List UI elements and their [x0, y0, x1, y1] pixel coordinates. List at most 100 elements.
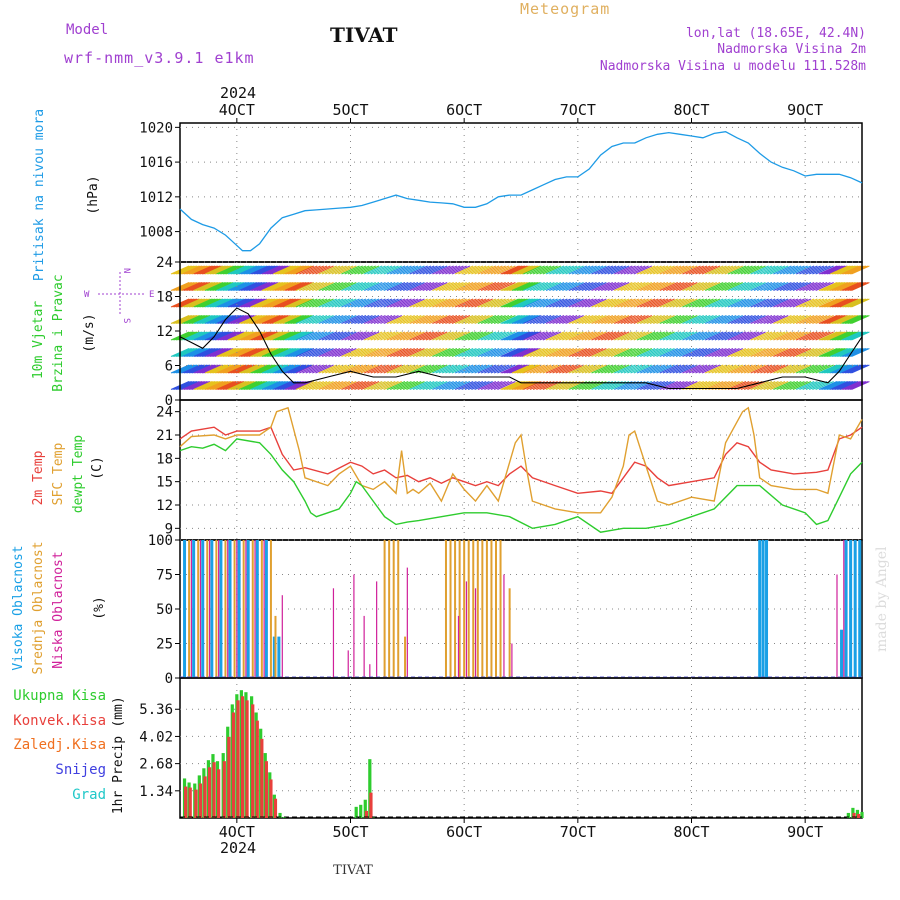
- low-cloud-bar: [347, 650, 349, 678]
- wind-barb: [795, 298, 815, 308]
- wind-barb: [287, 265, 307, 275]
- wind-barb: [487, 381, 506, 390]
- wind-barb: [214, 282, 234, 291]
- wind-barb: [662, 315, 682, 324]
- wind-barb: [695, 282, 714, 291]
- wind-barb: [195, 282, 214, 291]
- wind-barb: [695, 348, 714, 357]
- cloud-ytick-label: 0: [165, 671, 173, 687]
- wind-barb: [594, 364, 614, 374]
- wind-barb: [448, 298, 467, 308]
- wind-barb: [516, 364, 536, 374]
- wind-barb: [243, 364, 263, 374]
- wind-barb: [490, 315, 510, 324]
- conv-precip-bar: [207, 767, 212, 818]
- wind-barb: [268, 265, 287, 275]
- wind-barb: [253, 265, 273, 275]
- wind-barb: [174, 315, 193, 324]
- wind-barb: [264, 364, 284, 374]
- wind-barb: [826, 381, 846, 390]
- wind-barb: [269, 298, 289, 308]
- wind-barb: [282, 298, 302, 308]
- wind-barb: [458, 265, 477, 275]
- wind-barb: [390, 315, 409, 324]
- wind-barb: [505, 348, 524, 357]
- wind-barb: [206, 265, 225, 275]
- wind-barb: [718, 348, 737, 357]
- wind-barb: [315, 331, 334, 341]
- wind-barb: [253, 381, 273, 390]
- high-cloud-bar: [201, 540, 205, 678]
- wind-barb: [344, 282, 363, 291]
- wind-barb: [312, 364, 331, 374]
- wind-barb: [243, 315, 263, 324]
- wind-barb: [839, 282, 859, 291]
- wind-barb: [209, 265, 229, 275]
- wind-barb: [274, 331, 294, 341]
- wind-barb: [753, 265, 773, 275]
- wind-barb: [515, 331, 534, 341]
- low-cloud-bar: [843, 540, 845, 678]
- wind-barb: [273, 315, 292, 324]
- wind-barb: [773, 282, 792, 291]
- wind-barb: [305, 381, 324, 390]
- wind-barb: [377, 381, 396, 390]
- wind-barb: [666, 265, 685, 275]
- wind-barb: [789, 331, 808, 341]
- wind-barb: [542, 265, 562, 275]
- wind-barb: [331, 282, 350, 291]
- wind-barb: [799, 348, 818, 357]
- wind-barb: [360, 331, 380, 341]
- wind-barb: [351, 364, 370, 374]
- low-cloud-bar: [208, 540, 211, 678]
- wind-barb: [386, 381, 406, 390]
- wind-barb: [201, 348, 221, 357]
- wind-barb: [518, 265, 537, 275]
- wind-barb: [503, 331, 523, 341]
- wind-barb: [506, 348, 526, 357]
- wind-barb: [209, 381, 229, 390]
- wind-barb: [190, 331, 209, 341]
- wind-barb: [264, 381, 284, 390]
- conv-precip-bar: [273, 798, 278, 818]
- wind-barb: [318, 265, 337, 275]
- wind-barb: [480, 298, 500, 308]
- wind-barb: [399, 282, 419, 291]
- wind-barb: [432, 282, 451, 291]
- wind-barb: [237, 315, 256, 324]
- wind-barb: [451, 265, 471, 275]
- wind-barb: [747, 282, 766, 291]
- wind-barb: [415, 265, 435, 275]
- wind-barb: [403, 348, 422, 357]
- wind-barb: [237, 331, 256, 341]
- wind-barb: [839, 348, 859, 357]
- wind-barb: [351, 381, 370, 390]
- wind-barb: [390, 331, 409, 341]
- wind-barb: [289, 265, 308, 275]
- wind-barb: [744, 298, 763, 308]
- wind-barb: [331, 298, 350, 308]
- wind-barb: [607, 331, 627, 341]
- wind-barb: [380, 282, 399, 291]
- wind-barb: [529, 348, 549, 357]
- wind-barb: [331, 265, 350, 275]
- cloud-ytick-label: 100: [148, 533, 173, 549]
- wind-barb: [354, 348, 373, 357]
- wind-barb: [281, 348, 300, 357]
- wind-barb: [360, 348, 380, 357]
- wind-barb: [844, 315, 864, 324]
- wind-barb: [610, 282, 630, 291]
- wind-barb: [640, 348, 659, 357]
- wind-barb: [708, 315, 727, 324]
- high-cloud-bar: [761, 540, 765, 678]
- wind-barb: [571, 348, 591, 357]
- wind-barb: [753, 315, 773, 324]
- wind-barb: [701, 265, 721, 275]
- wind-barb: [562, 331, 581, 341]
- wind-barb: [461, 298, 480, 308]
- conv-precip-bar: [852, 812, 856, 818]
- wind-barb: [511, 331, 531, 341]
- wind-barb: [724, 315, 743, 324]
- wind-barb: [217, 298, 237, 308]
- wind-barb: [216, 282, 235, 291]
